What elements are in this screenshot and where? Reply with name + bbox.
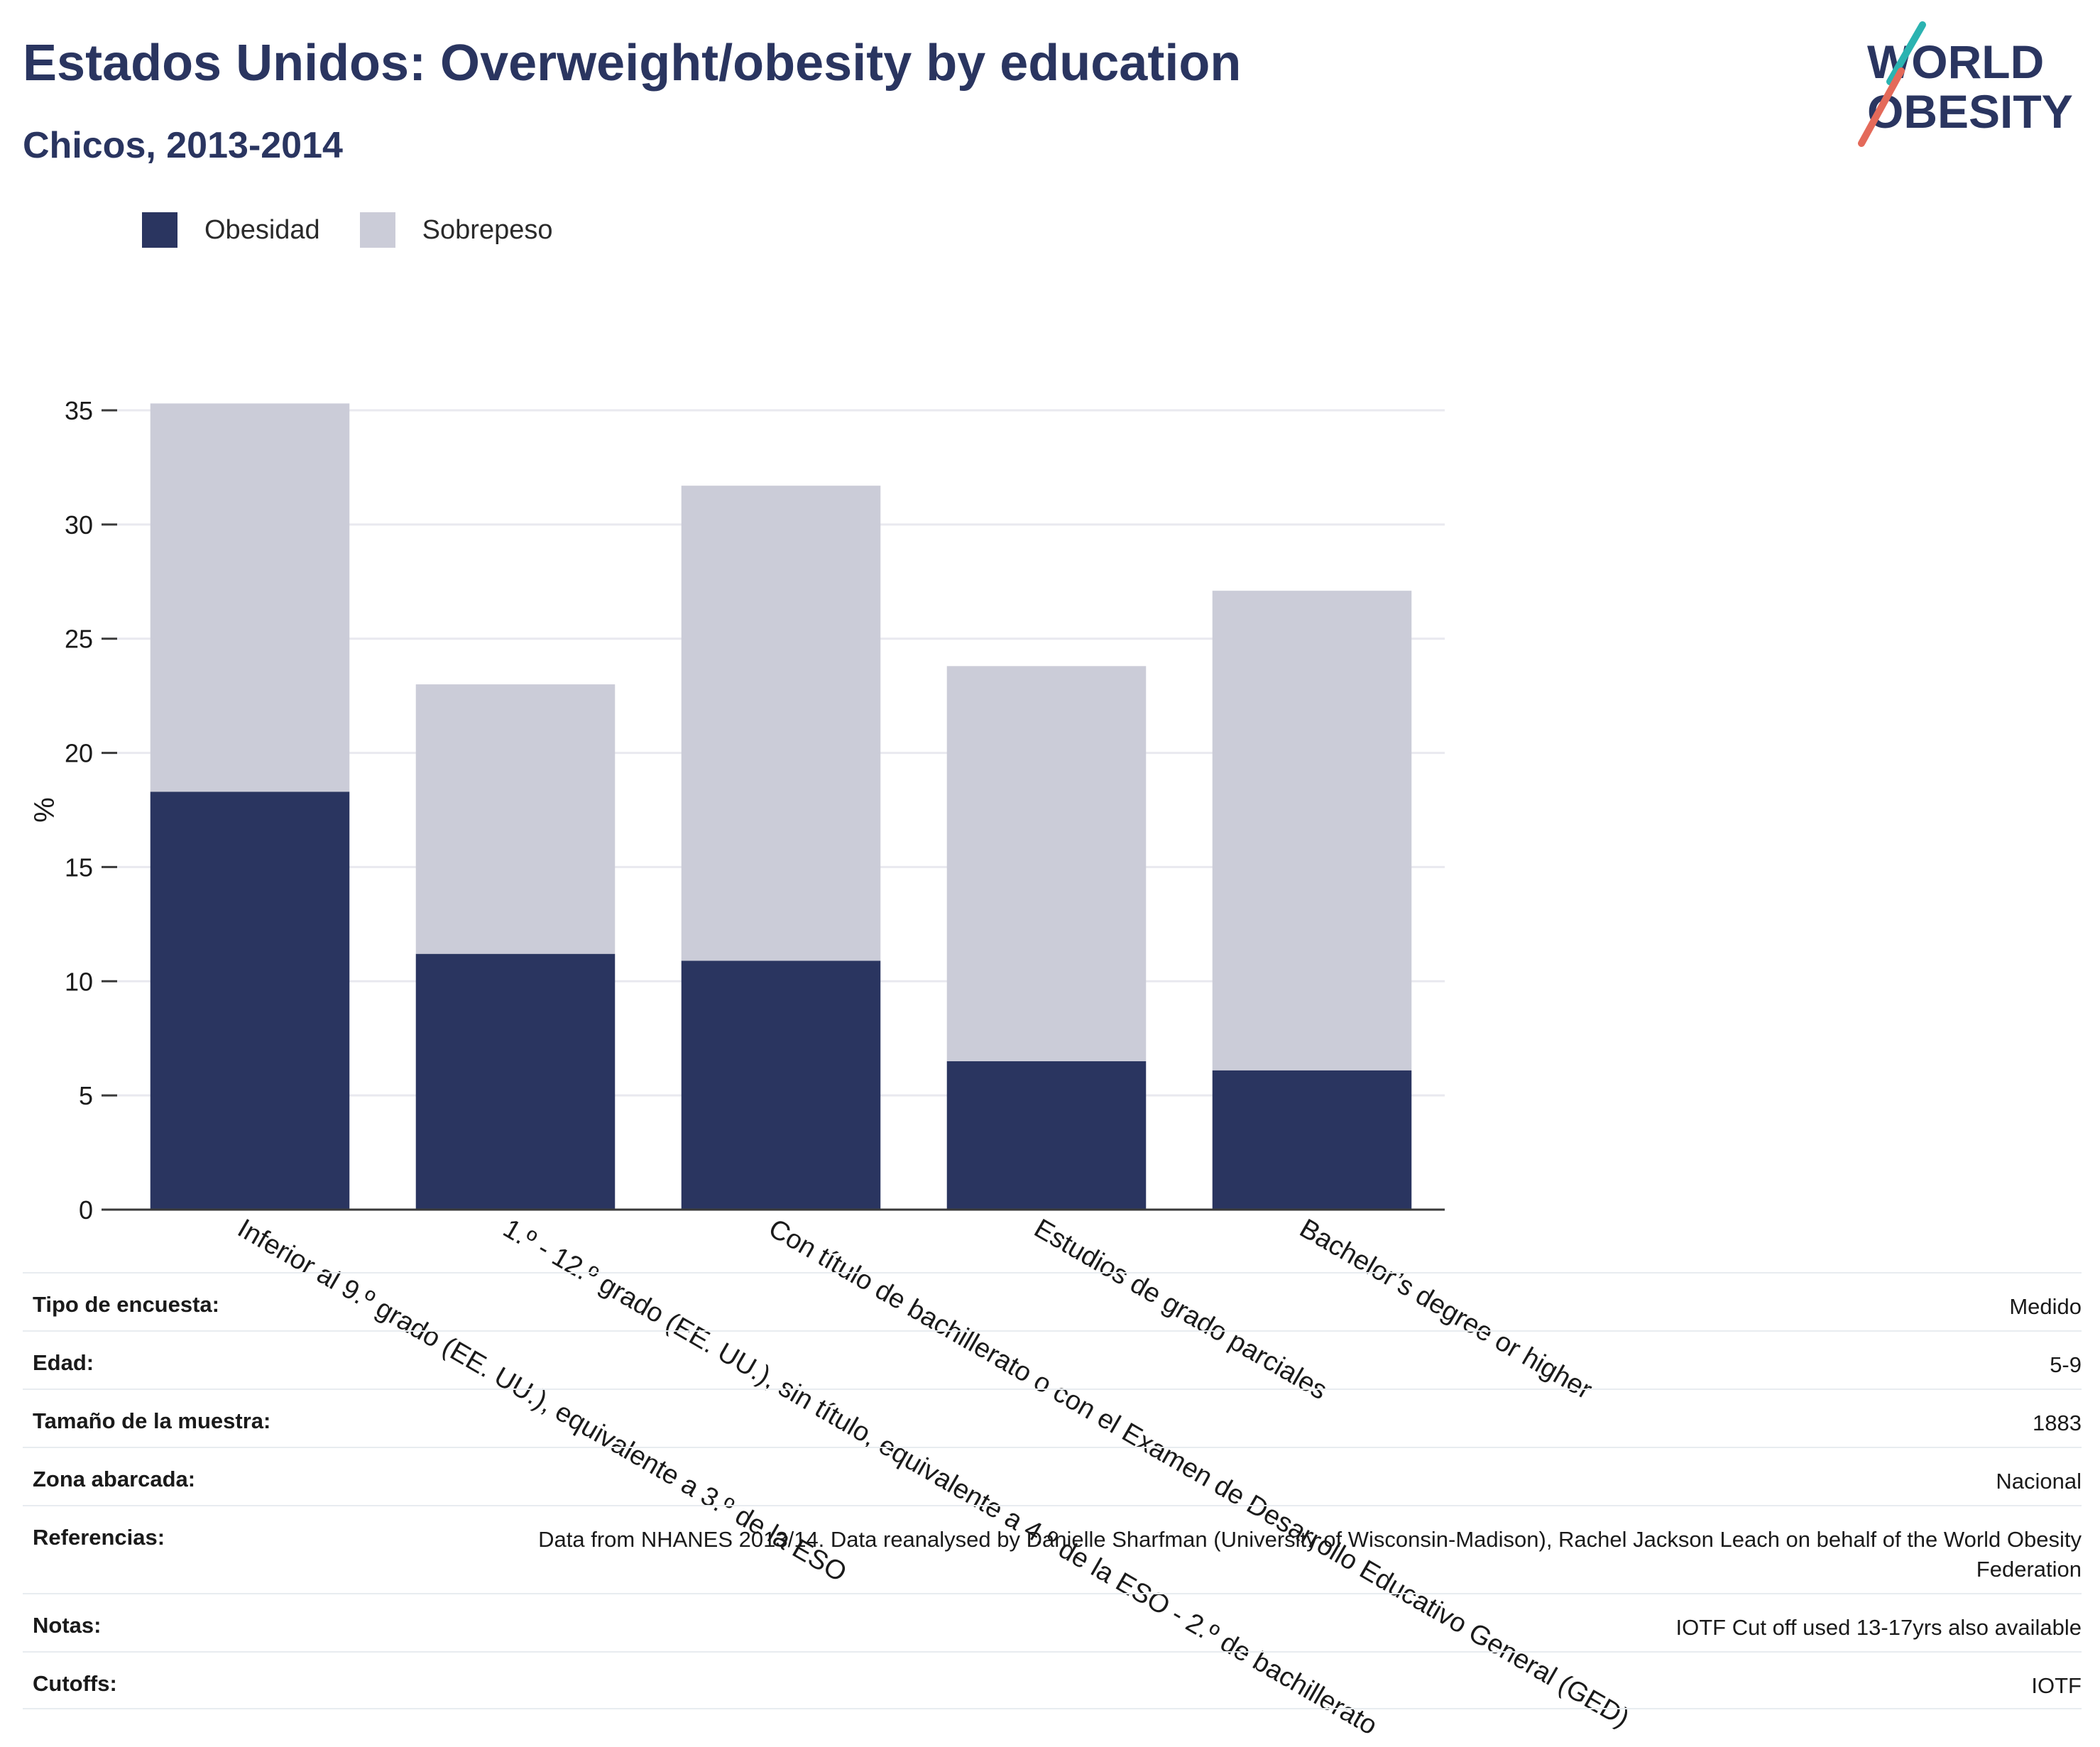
meta-value: 5-9 [2050, 1352, 2082, 1377]
meta-label: Zona abarcada: [33, 1467, 196, 1491]
chart-legend: Obesidad Sobrepeso [142, 212, 592, 248]
meta-label: Tamaño de la muestra: [33, 1408, 271, 1433]
legend-swatch-obesidad [142, 212, 177, 248]
bar-sobrepeso [1212, 591, 1412, 1070]
meta-row: Edad: 5-9 [23, 1330, 2082, 1389]
y-tick-label: 10 [65, 967, 93, 996]
meta-value: IOTF Cut off used 13-17yrs also availabl… [1675, 1615, 2082, 1640]
legend-label-obesidad: Obesidad [204, 214, 320, 245]
meta-label: Edad: [33, 1350, 94, 1375]
meta-value: IOTF [2031, 1673, 2082, 1698]
meta-row: Notas: IOTF Cut off used 13-17yrs also av… [23, 1593, 2082, 1651]
legend-swatch-sobrepeso [359, 212, 395, 248]
bar-obesidad [681, 960, 881, 1210]
bar-obesidad [946, 1061, 1147, 1210]
bar-sobrepeso [681, 486, 881, 961]
meta-value: Data from NHANES 2013/14. Data reanalyse… [538, 1527, 2082, 1582]
logo-slash-teal [1886, 21, 1926, 85]
y-tick-label: 25 [65, 625, 93, 654]
bar-sobrepeso [415, 684, 616, 954]
bar-obesidad [415, 953, 616, 1210]
y-tick-label: 5 [79, 1081, 93, 1110]
y-tick-label: 30 [65, 510, 93, 540]
meta-label: Tipo de encuesta: [33, 1292, 219, 1317]
logo-slash-coral [1858, 67, 1905, 147]
meta-value: Medido [2009, 1294, 2082, 1319]
meta-row: Cutoffs: IOTF [23, 1651, 2082, 1709]
y-axis-label: % [29, 797, 60, 823]
legend-item-sobrepeso[interactable]: Sobrepeso [359, 212, 553, 248]
axis-layer: 0 5 10 15 20 25 30 35% [29, 396, 1445, 1225]
meta-row: Tipo de encuesta: Medido [23, 1272, 2082, 1330]
meta-row: Tamaño de la muestra: 1883 [23, 1389, 2082, 1447]
meta-label: Cutoffs: [33, 1671, 117, 1696]
meta-row: Referencias: Data from NHANES 2013/14. Da… [23, 1505, 2082, 1593]
meta-label: Referencias: [33, 1525, 165, 1550]
bar-sobrepeso [946, 666, 1147, 1061]
y-tick-label: 35 [65, 396, 93, 425]
bar-layer [150, 403, 1412, 1210]
world-obesity-logo: WORLD OBESITY [1858, 21, 2073, 147]
bar-obesidad [1212, 1070, 1412, 1210]
bar-obesidad [150, 792, 350, 1210]
bar-sobrepeso [150, 403, 350, 792]
meta-label: Notas: [33, 1613, 102, 1638]
y-tick-label: 15 [65, 853, 93, 882]
page-title: Estados Unidos: Overweight/obesity by ed… [23, 35, 1242, 92]
logo-text-obesity: OBESITY [1867, 85, 2073, 138]
meta-value: 1883 [2033, 1411, 2082, 1435]
meta-row: Zona abarcada: Nacional [23, 1447, 2082, 1505]
legend-item-obesidad[interactable]: Obesidad [142, 212, 320, 248]
page-subtitle: Chicos, 2013-2014 [23, 125, 343, 166]
legend-label-sobrepeso: Sobrepeso [422, 214, 553, 245]
y-tick-label: 0 [79, 1195, 93, 1225]
survey-metadata-table: Tipo de encuesta: Medido Edad: 5-9 Tamaño de… [23, 1272, 2082, 1709]
y-tick-label: 20 [65, 739, 93, 768]
meta-value: Nacional [1996, 1469, 2082, 1494]
